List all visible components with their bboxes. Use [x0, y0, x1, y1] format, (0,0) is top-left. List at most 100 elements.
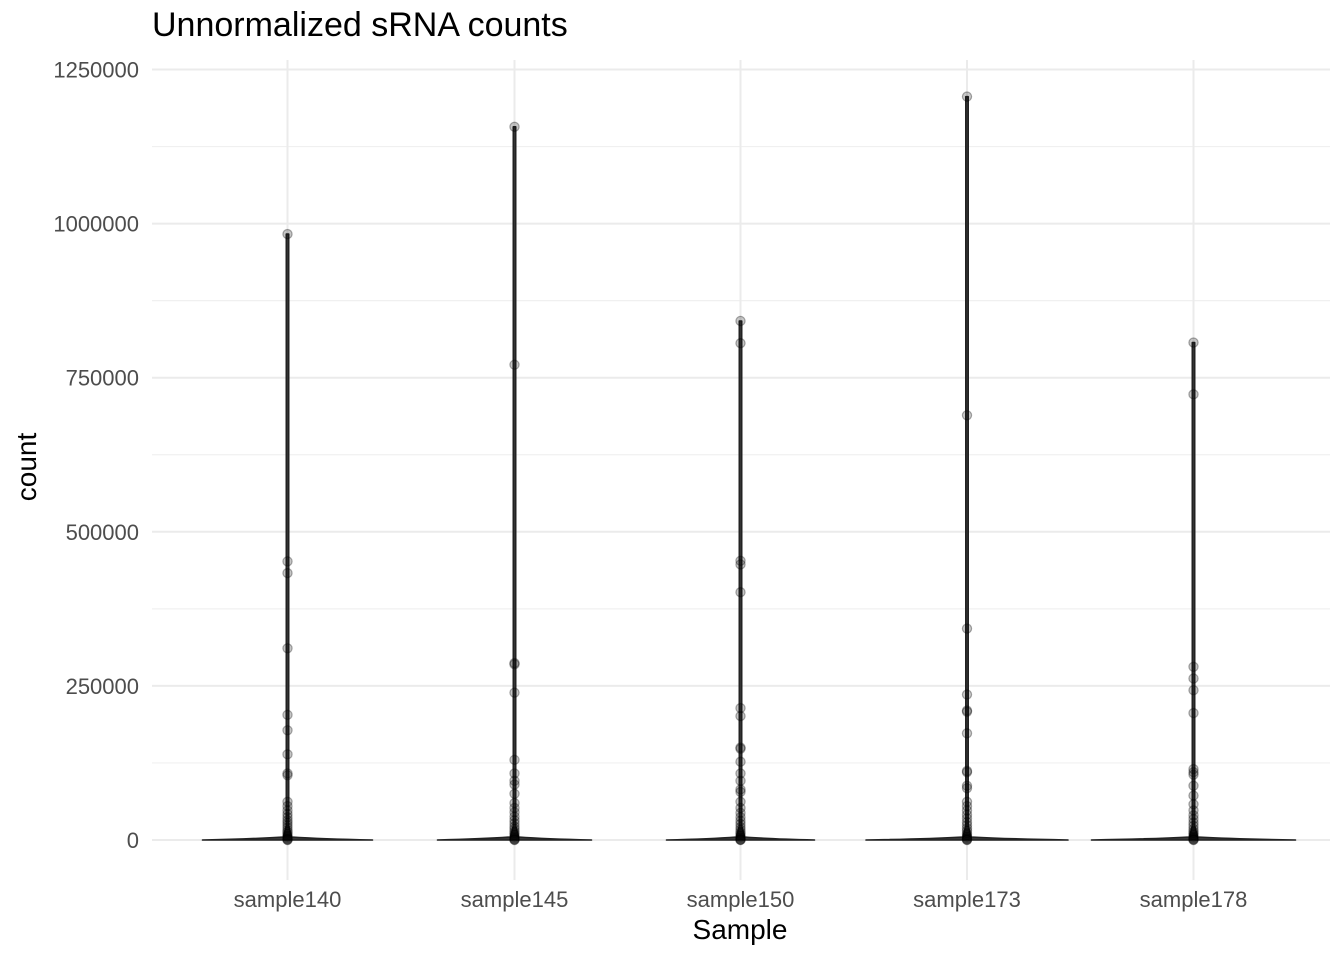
data-point [735, 775, 746, 787]
data-point [735, 833, 746, 844]
data-point [1188, 829, 1199, 841]
data-point [1188, 817, 1199, 828]
data-point [961, 91, 973, 102]
data-point [1188, 337, 1199, 348]
data-point [282, 815, 293, 826]
data-point [735, 756, 746, 767]
data-point [735, 834, 746, 846]
data-point [1188, 823, 1199, 835]
data-point [961, 831, 973, 843]
data-point [961, 813, 973, 824]
data-point [1188, 389, 1199, 400]
data-point [961, 833, 973, 845]
data-point [735, 786, 746, 798]
data-point [1188, 790, 1199, 801]
data-point [735, 710, 746, 722]
data-point [735, 742, 746, 753]
data-point [509, 788, 520, 799]
data-point [282, 770, 293, 781]
data-point [735, 824, 746, 835]
violin-sample178 [1090, 341, 1297, 841]
violins [201, 95, 1297, 841]
x-tick-label: sample145 [461, 887, 569, 912]
data-point [735, 828, 746, 840]
data-point [1188, 834, 1199, 845]
data-point [282, 811, 293, 823]
data-point [1188, 707, 1199, 719]
data-point [1188, 799, 1199, 810]
data-point [961, 780, 973, 791]
data-point [282, 228, 293, 240]
data-point [961, 705, 973, 716]
data-point [509, 818, 520, 829]
x-tick-label: sample178 [1140, 887, 1248, 912]
data-point [1188, 831, 1199, 843]
data-point [1188, 834, 1199, 846]
data-point [735, 743, 746, 754]
data-point [509, 807, 520, 818]
data-point [509, 802, 520, 814]
data-point [961, 800, 973, 812]
data-point [509, 779, 520, 790]
violin-sample150 [665, 320, 816, 841]
data-point [509, 829, 520, 841]
data-point [1188, 763, 1199, 775]
x-tick-label: sample173 [913, 887, 1021, 912]
data-point [961, 816, 973, 828]
data-point [1188, 769, 1199, 780]
data-point [735, 702, 746, 714]
y-tick-label: 1250000 [53, 58, 139, 83]
data-point [735, 818, 746, 830]
data-point [509, 768, 520, 779]
violin-sample140 [201, 233, 374, 841]
data-point [282, 805, 293, 816]
data-point [735, 796, 746, 807]
chart-title: Unnormalized sRNA counts [152, 6, 568, 44]
data-point [509, 828, 520, 839]
data-point [961, 834, 973, 845]
x-axis-title: Sample [693, 914, 788, 945]
data-point [961, 623, 973, 634]
y-axis-title: count [11, 433, 42, 502]
data-point [735, 337, 746, 349]
data-point [509, 831, 520, 843]
data-point [961, 410, 973, 421]
data-point [1188, 780, 1199, 791]
data-point [509, 121, 520, 133]
data-point [961, 783, 973, 794]
data-point [735, 555, 746, 566]
y-tick-label: 1000000 [53, 212, 139, 237]
data-point [735, 559, 746, 570]
data-point [509, 797, 520, 809]
x-tick-labels: sample140 sample145 sample150 sample173 samp… [234, 887, 1248, 912]
data-point [1188, 832, 1199, 844]
data-point [1188, 661, 1199, 672]
x-tick-label: sample140 [234, 887, 342, 912]
data-point [509, 833, 520, 845]
data-point [509, 832, 520, 844]
data-point [509, 826, 520, 837]
data-point [282, 826, 293, 838]
data-point [282, 822, 293, 833]
y-tick-label: 0 [127, 828, 139, 853]
data-point [961, 823, 973, 834]
y-tick-label: 500000 [66, 520, 139, 545]
data-point [509, 659, 520, 670]
data-point [735, 315, 746, 327]
data-point [735, 784, 746, 795]
data-point [509, 657, 520, 669]
data-point [1188, 820, 1199, 832]
data-point [282, 808, 293, 820]
data-point [509, 821, 520, 832]
data-point [961, 825, 973, 836]
data-point [282, 709, 293, 721]
data-point [282, 833, 293, 845]
data-point [735, 811, 746, 823]
data-point [282, 567, 293, 579]
data-point [1188, 833, 1199, 845]
data-point [282, 768, 293, 779]
data-point [1188, 766, 1199, 778]
data-points [282, 91, 1199, 846]
data-point [509, 775, 520, 787]
data-point [961, 829, 973, 841]
